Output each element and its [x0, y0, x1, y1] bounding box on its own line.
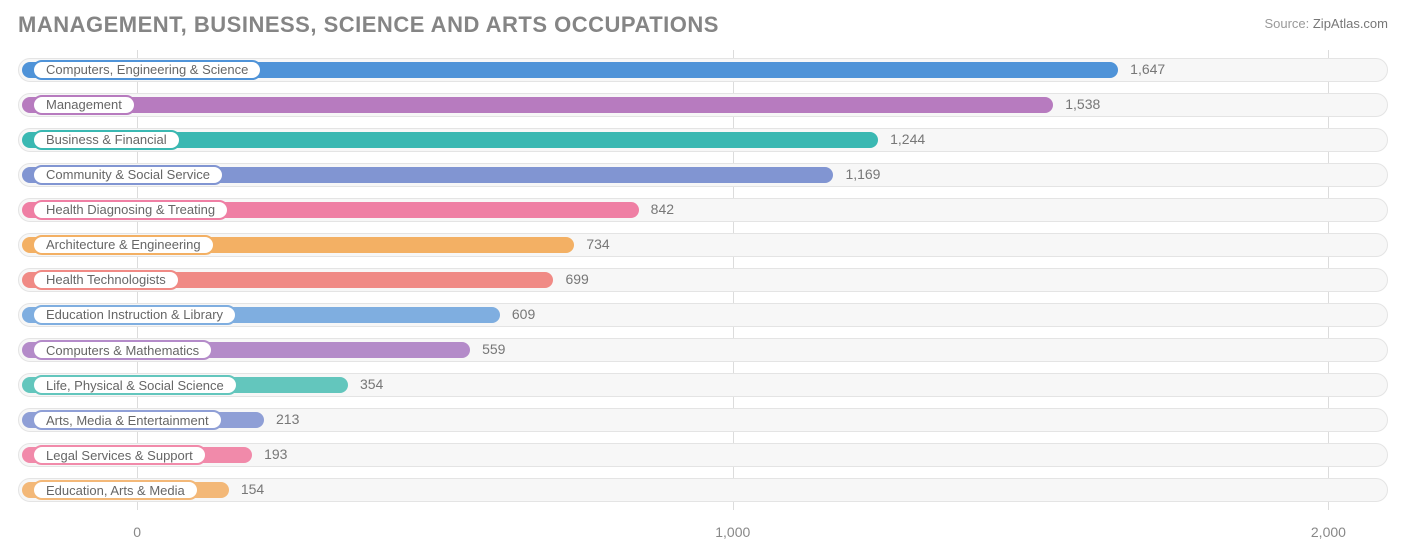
bar-category-label: Community & Social Service	[32, 165, 224, 185]
bar-value-label: 193	[264, 446, 287, 462]
bar-row: Business & Financial 1,244	[18, 128, 1388, 152]
source-name: ZipAtlas.com	[1313, 16, 1388, 31]
bar-category-label: Legal Services & Support	[32, 445, 207, 465]
bar-category-label: Life, Physical & Social Science	[32, 375, 238, 395]
bar-row: Management 1,538	[18, 93, 1388, 117]
bar-row: Computers, Engineering & Science 1,647	[18, 58, 1388, 82]
chart-title: MANAGEMENT, BUSINESS, SCIENCE AND ARTS O…	[18, 12, 719, 38]
bar-category-label: Architecture & Engineering	[32, 235, 215, 255]
bar-value-label: 354	[360, 376, 383, 392]
x-tick-label: 0	[133, 524, 141, 540]
bar-row: Health Technologists 699	[18, 268, 1388, 292]
bar-value-label: 1,169	[845, 166, 880, 182]
x-tick-label: 2,000	[1311, 524, 1346, 540]
bar-row: Arts, Media & Entertainment 213	[18, 408, 1388, 432]
bar-row: Education Instruction & Library 609	[18, 303, 1388, 327]
bar-value-label: 842	[651, 201, 674, 217]
bar-row: Education, Arts & Media 154	[18, 478, 1388, 502]
x-tick-label: 1,000	[715, 524, 750, 540]
bar-value-label: 699	[565, 271, 588, 287]
bar-row: Architecture & Engineering 734	[18, 233, 1388, 257]
bar-row: Computers & Mathematics 559	[18, 338, 1388, 362]
bar-value-label: 609	[512, 306, 535, 322]
bar-category-label: Health Diagnosing & Treating	[32, 200, 229, 220]
bar-value-label: 559	[482, 341, 505, 357]
bar-category-label: Computers, Engineering & Science	[32, 60, 262, 80]
bar-category-label: Health Technologists	[32, 270, 180, 290]
bar-value-label: 154	[241, 481, 264, 497]
bar-value-label: 1,647	[1130, 61, 1165, 77]
bar-row: Legal Services & Support 193	[18, 443, 1388, 467]
bar-value-label: 734	[586, 236, 609, 252]
bar-category-label: Education Instruction & Library	[32, 305, 237, 325]
bar-value-label: 1,538	[1065, 96, 1100, 112]
bar-fill	[22, 97, 1053, 113]
plot-area: Computers, Engineering & Science 1,647 Man…	[18, 50, 1388, 510]
bar-value-label: 1,244	[890, 131, 925, 147]
chart-header: MANAGEMENT, BUSINESS, SCIENCE AND ARTS O…	[18, 12, 1388, 38]
bar-row: Life, Physical & Social Science 354	[18, 373, 1388, 397]
bar-category-label: Arts, Media & Entertainment	[32, 410, 223, 430]
bar-category-label: Business & Financial	[32, 130, 181, 150]
chart-source: Source: ZipAtlas.com	[1264, 12, 1388, 31]
bar-row: Health Diagnosing & Treating 842	[18, 198, 1388, 222]
occupations-bar-chart: MANAGEMENT, BUSINESS, SCIENCE AND ARTS O…	[0, 0, 1406, 558]
bar-category-label: Management	[32, 95, 136, 115]
bar-value-label: 213	[276, 411, 299, 427]
bar-category-label: Education, Arts & Media	[32, 480, 199, 500]
bars-group: Computers, Engineering & Science 1,647 Man…	[18, 50, 1388, 510]
bar-row: Community & Social Service 1,169	[18, 163, 1388, 187]
bar-category-label: Computers & Mathematics	[32, 340, 213, 360]
x-axis: 0 1,000 2,000	[18, 524, 1388, 546]
source-prefix: Source:	[1264, 16, 1312, 31]
